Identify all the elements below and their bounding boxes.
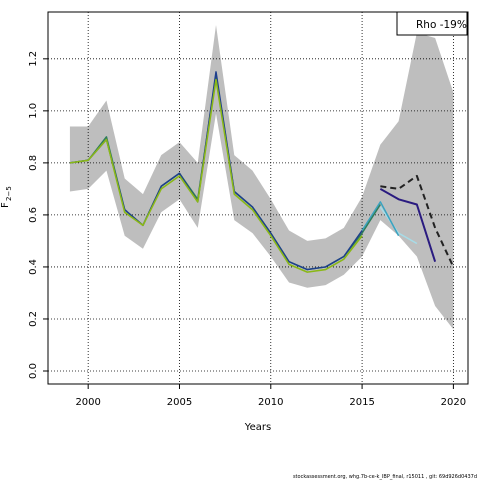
x-tick-label: 2005 [167,397,192,408]
y-tick-label: 0.6 [28,207,39,223]
y-tick-label: 0.2 [28,311,39,327]
confidence-band [69,25,454,330]
confidence-band-layer [69,25,454,330]
series-line-2 [379,206,418,245]
plot-frame [47,11,469,385]
series-layer [69,71,455,273]
grid-layer [48,12,468,384]
y-axis-title-main: F [0,202,11,208]
legend-box [396,11,468,36]
y-axis-title: F 2−5 [0,186,13,208]
legend: Rho -19% [396,11,468,36]
legend-text: Rho -19% [416,19,467,31]
series-line-1 [379,188,437,263]
y-tick-label: 1.0 [28,103,39,119]
y-tick-label: 0.0 [28,363,39,379]
y-tick-label: 0.4 [28,259,39,275]
x-tick-label: 2010 [258,397,283,408]
footer-note: stockassessment.org, whg.7b-ce-k_IBP_fin… [293,474,477,480]
x-axis-title: Years [244,422,271,433]
x-tick-label: 2020 [441,397,466,408]
y-tick-label: 1.2 [28,51,39,67]
axis-layer: 2000 2005 2010 2015 2020 0.0 0.2 0.4 0.6 0.8 1.0 1.… [28,51,466,408]
series-line-6 [69,78,363,273]
x-tick-label: 2000 [75,397,100,408]
y-axis-title-subscript: 2−5 [5,186,13,201]
series-line-0 [380,174,455,268]
x-tick-label: 2015 [349,397,374,408]
y-tick-label: 0.8 [28,155,39,171]
series-line-3 [361,201,400,237]
